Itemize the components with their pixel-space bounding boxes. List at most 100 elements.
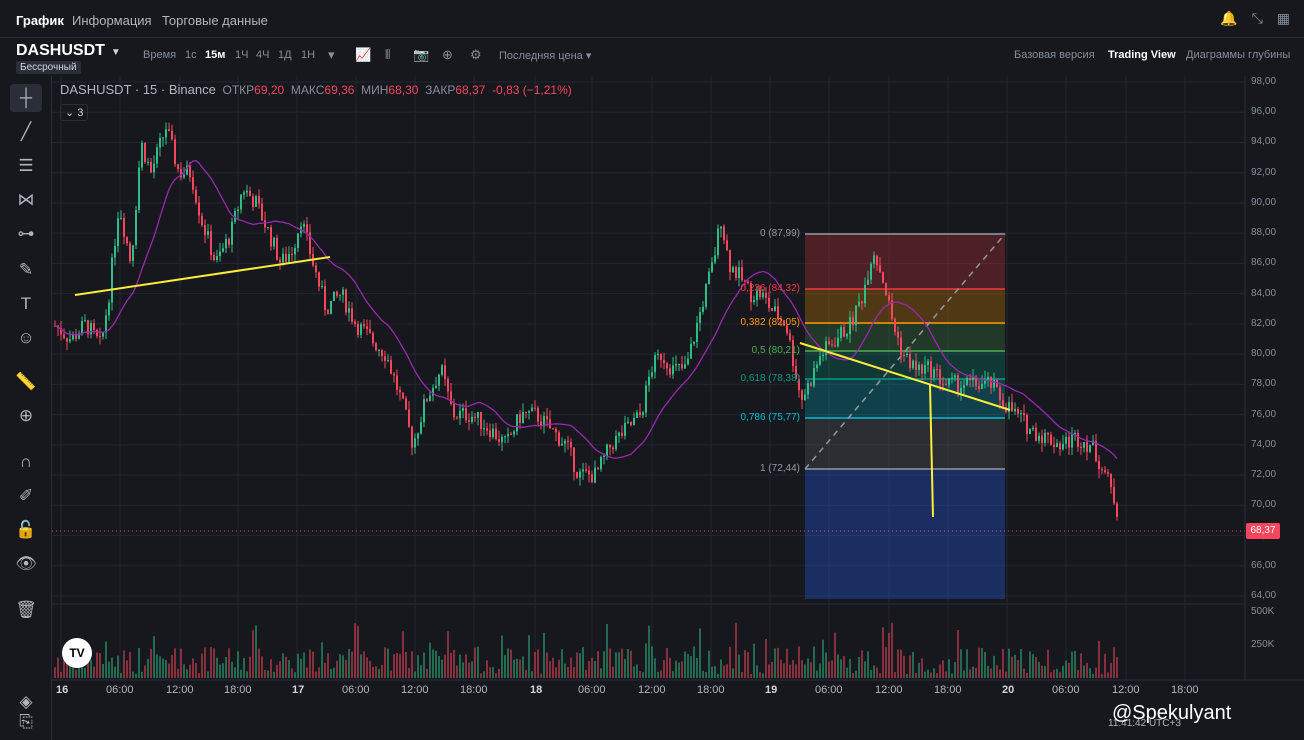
target-line xyxy=(929,384,934,518)
volume-bar xyxy=(291,668,293,678)
tab-info[interactable]: Информация xyxy=(72,13,152,28)
volume-bar xyxy=(402,631,404,678)
bell-icon[interactable]: 🔔 xyxy=(1220,10,1238,26)
candle-body xyxy=(951,377,953,379)
clock: 11:41:42 UTC+3 xyxy=(1108,718,1181,729)
candle-body xyxy=(366,326,368,329)
candle-body xyxy=(744,280,746,282)
magnet-icon[interactable]: ∩ xyxy=(19,452,33,471)
candle-body xyxy=(975,376,977,387)
indicator-count: 3 xyxy=(77,107,84,119)
tf-1h[interactable]: 1Ч xyxy=(235,49,249,61)
volume-bar xyxy=(279,661,281,678)
candle-body xyxy=(804,394,806,401)
trend-line-icon[interactable]: ╱ xyxy=(20,122,32,141)
volume-bar xyxy=(591,657,593,678)
time-tick: 06:00 xyxy=(578,684,606,696)
candle-body xyxy=(435,385,437,388)
volume-bar xyxy=(786,648,788,678)
collapse-icon[interactable]: ⤡ xyxy=(1251,10,1263,26)
candle-body xyxy=(177,164,179,169)
candle-body xyxy=(915,360,917,370)
tab-trading-data[interactable]: Торговые данные xyxy=(162,13,268,28)
view-tradingview[interactable]: Trading View xyxy=(1108,49,1176,61)
forecast-icon[interactable]: ⊶ xyxy=(17,224,35,243)
last-price-badge: 68,37 xyxy=(1246,523,1280,539)
candle-body xyxy=(147,161,149,163)
volume-bar xyxy=(960,649,962,678)
replay-icon[interactable]: ⎘ xyxy=(19,712,33,731)
pattern-icon[interactable]: ⋈ xyxy=(17,190,35,209)
crosshair-icon[interactable]: ┼ xyxy=(10,84,42,112)
volume-bar xyxy=(243,658,245,678)
candle-body xyxy=(228,238,230,245)
candle-body xyxy=(459,410,461,419)
candle-body xyxy=(1080,446,1082,448)
fib-level-label: 1 (72,44) xyxy=(759,463,800,474)
volume-bar xyxy=(1044,666,1046,678)
candle-body xyxy=(633,417,635,425)
volume-bar xyxy=(510,649,512,678)
zoom-icon[interactable]: ⊕ xyxy=(18,406,34,425)
candle-body xyxy=(558,432,560,446)
tf-1s[interactable]: 1с xyxy=(185,49,197,61)
candle-body xyxy=(762,292,764,298)
tf-1d[interactable]: 1Д xyxy=(278,49,292,61)
volume-bar xyxy=(870,669,872,678)
camera-icon[interactable]: 📷 xyxy=(413,47,430,62)
tf-1w[interactable]: 1Н xyxy=(301,49,316,61)
volume-bar xyxy=(651,646,653,678)
layers-icon[interactable]: ◈ xyxy=(19,692,33,711)
candle-body xyxy=(1113,487,1115,504)
lock-icon[interactable]: 🔓 xyxy=(15,520,37,539)
candle-body xyxy=(999,387,1001,401)
tf-time[interactable]: Время xyxy=(143,49,177,61)
candle-body xyxy=(651,372,653,377)
candle-body xyxy=(1059,443,1061,450)
add-icon[interactable]: ⊕ xyxy=(442,47,453,62)
brush-icon[interactable]: ✎ xyxy=(18,260,34,279)
candle-body xyxy=(507,433,509,437)
volume-bar xyxy=(1101,673,1103,678)
chevron-down-icon: ⌄ xyxy=(65,107,75,119)
fib-icon[interactable]: ☰ xyxy=(18,156,34,175)
candle-type-icon[interactable]: ⫴ xyxy=(385,47,391,62)
eye-icon[interactable]: 👁 xyxy=(15,554,37,573)
grid-layout-icon[interactable]: ▦ xyxy=(1276,10,1290,26)
volume-bar xyxy=(249,656,251,678)
candle-body xyxy=(198,202,200,216)
tf-more-icon[interactable]: ▾ xyxy=(328,47,335,62)
symbol-selector[interactable]: DASHUSDT ▼ xyxy=(16,42,121,60)
emoji-icon[interactable]: ☺ xyxy=(17,328,35,347)
price-type-select[interactable]: Последняя цена ▾ xyxy=(499,50,592,62)
candle-body xyxy=(234,211,236,222)
candle-body xyxy=(918,364,920,370)
legend-open-label: ОТКР xyxy=(222,83,255,97)
price-tick: 92,00 xyxy=(1251,166,1277,178)
text-icon[interactable]: T xyxy=(20,294,32,313)
candle-body xyxy=(516,414,518,432)
candle-body xyxy=(426,399,428,402)
view-basic[interactable]: Базовая версия xyxy=(1014,49,1095,61)
indicators-icon[interactable]: 📈 xyxy=(355,47,372,62)
lock-draw-icon[interactable]: ✐ xyxy=(18,486,34,505)
candle-body xyxy=(711,262,713,272)
tf-15m[interactable]: 15м xyxy=(205,49,226,61)
tf-4h[interactable]: 4Ч xyxy=(256,49,270,61)
indicator-toggle[interactable]: ⌄ 3 xyxy=(60,104,89,121)
trash-icon[interactable]: 🗑 xyxy=(15,600,37,619)
volume-bar xyxy=(765,638,767,678)
volume-bar xyxy=(585,669,587,678)
volume-bar xyxy=(378,669,380,678)
tab-chart[interactable]: График xyxy=(16,13,64,28)
candle-body xyxy=(363,324,365,327)
volume-bar xyxy=(429,642,431,678)
chart-grid xyxy=(52,76,1245,680)
candle-body xyxy=(867,279,869,285)
ruler-icon[interactable]: 📏 xyxy=(15,372,37,391)
volume-bar xyxy=(120,672,122,678)
view-depth[interactable]: Диаграммы глубины xyxy=(1186,49,1291,61)
settings-icon[interactable]: ⚙ xyxy=(470,47,482,62)
volume-bar xyxy=(93,666,95,678)
